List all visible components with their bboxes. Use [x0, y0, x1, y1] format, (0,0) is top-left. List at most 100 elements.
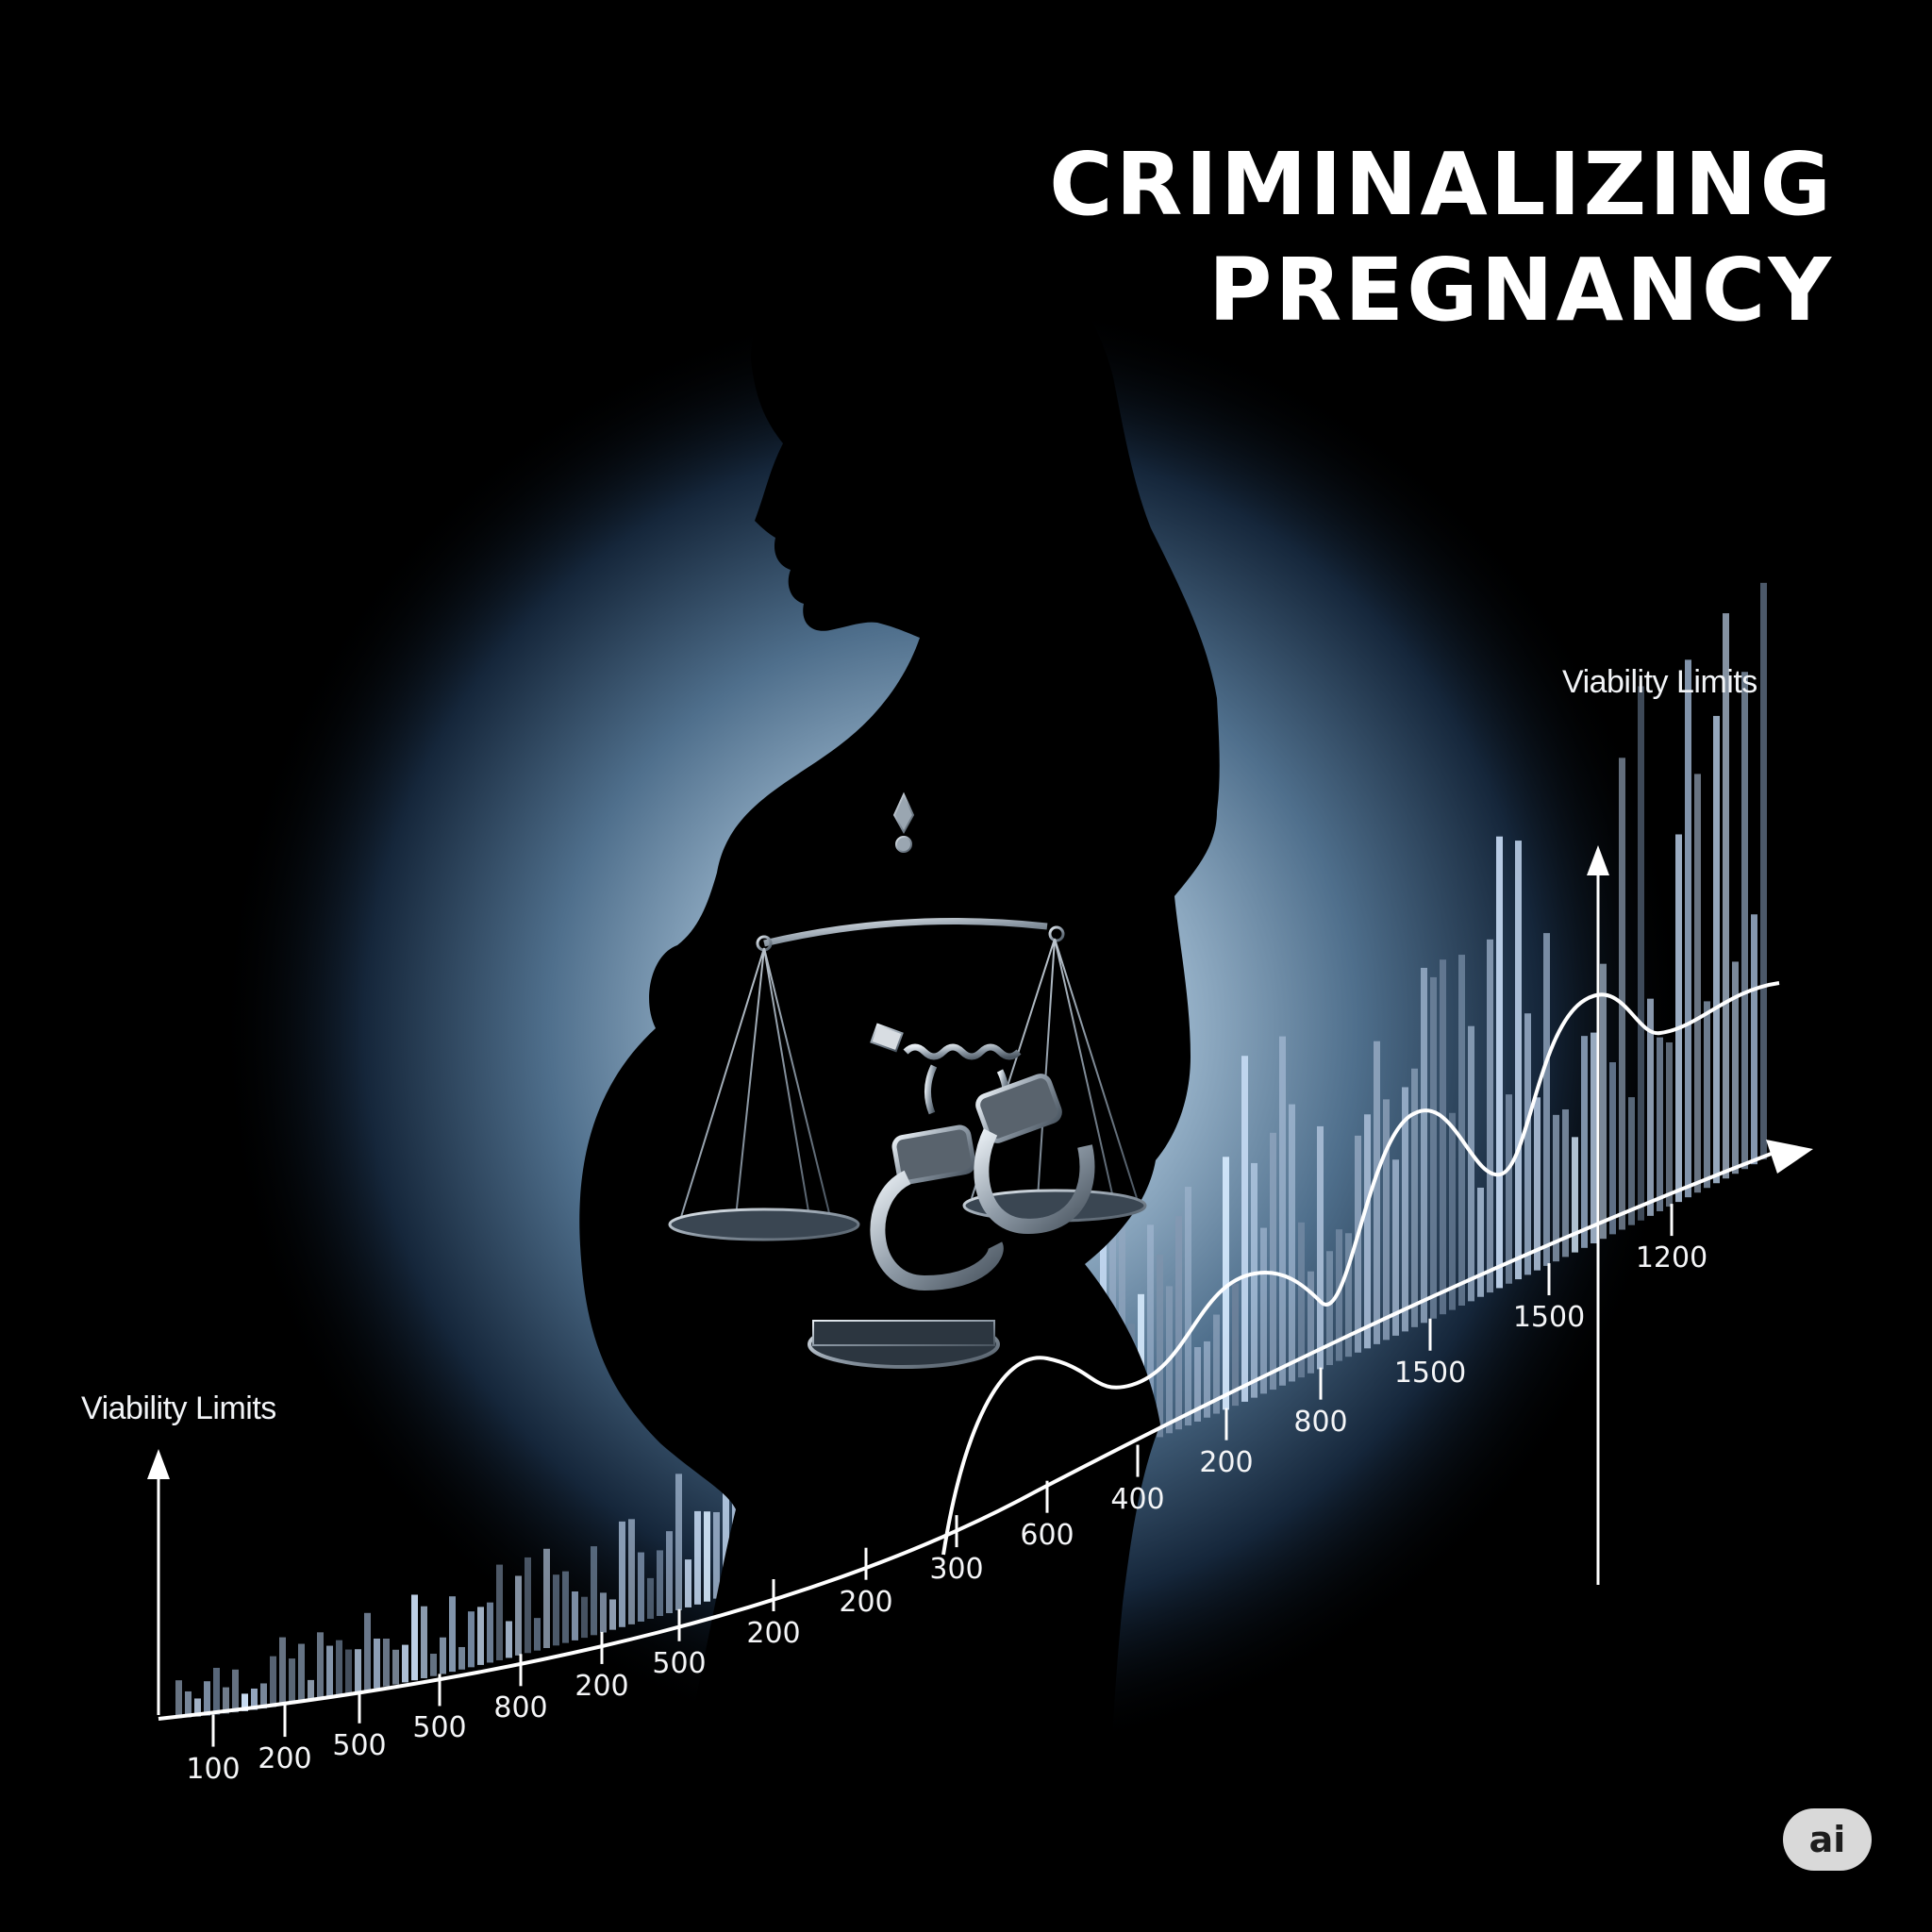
x-axis: [158, 1140, 1813, 1721]
left-axis-caption: Viability Limits: [81, 1391, 276, 1426]
bar: [317, 1632, 324, 1700]
bar: [1119, 1181, 1125, 1453]
bar: [1355, 1135, 1361, 1353]
bar: [440, 1637, 446, 1674]
bar: [1609, 1062, 1616, 1235]
bar: [477, 1607, 484, 1665]
bar: [1477, 1187, 1484, 1297]
x-tick-label: 1500: [1393, 1356, 1467, 1390]
bar: [1487, 939, 1493, 1293]
bar: [345, 1649, 352, 1694]
bar: [1241, 1056, 1248, 1402]
bar: [1760, 582, 1767, 1160]
x-tick-label: 200: [746, 1617, 801, 1650]
bar: [1279, 1036, 1286, 1386]
bar: [1440, 959, 1446, 1315]
bar: [1223, 1157, 1229, 1410]
bar: [1430, 976, 1437, 1319]
bar: [1723, 613, 1729, 1179]
bar: [694, 1510, 701, 1605]
trend-line: [941, 981, 1780, 1556]
bar: [609, 1599, 616, 1630]
bar: [1147, 1224, 1154, 1441]
bar: [421, 1606, 427, 1679]
bar: [1157, 1255, 1163, 1438]
bar: [1600, 963, 1607, 1240]
bar: [1591, 1032, 1597, 1244]
bar: [1506, 1094, 1512, 1284]
x-axis-ticks: [211, 1204, 1674, 1747]
bar: [430, 1653, 437, 1676]
bar: [326, 1645, 333, 1698]
bar: [1194, 1346, 1201, 1422]
bar: [260, 1683, 267, 1709]
x-tick-label: 200: [575, 1669, 629, 1703]
bar: [506, 1621, 512, 1658]
bar: [1458, 955, 1465, 1306]
bar: [1383, 1099, 1390, 1341]
bar: [194, 1698, 201, 1717]
bar: [1270, 1132, 1276, 1391]
x-tick-label: 200: [1199, 1445, 1254, 1479]
bar: [1421, 967, 1427, 1324]
bar: [1713, 715, 1720, 1184]
bar: [1657, 1037, 1663, 1211]
bar: [628, 1519, 635, 1624]
bar: [374, 1638, 380, 1689]
bar: [175, 1680, 182, 1719]
bar: [289, 1658, 295, 1705]
bar: [185, 1690, 192, 1718]
x-tick-label: 800: [1293, 1405, 1348, 1439]
bar: [270, 1656, 276, 1707]
x-tick-label: 500: [412, 1711, 467, 1745]
bar: [232, 1669, 239, 1713]
bar: [1468, 1025, 1474, 1302]
bar: [525, 1557, 531, 1654]
bar: [1213, 1314, 1220, 1414]
x-tick-label: 200: [839, 1585, 893, 1619]
x-tick-label: 500: [652, 1646, 707, 1680]
bar: [364, 1612, 371, 1690]
bar: [1374, 1041, 1380, 1344]
bar: [1260, 1227, 1267, 1394]
bar: [279, 1637, 286, 1707]
x-tick-label: 800: [493, 1691, 548, 1725]
bar: [1336, 1229, 1342, 1361]
bar: [515, 1575, 522, 1656]
bar: [336, 1640, 342, 1696]
bar: [1449, 1112, 1456, 1310]
x-tick-label: 1200: [1635, 1241, 1708, 1275]
bar: [487, 1602, 493, 1663]
x-tick-label: 300: [929, 1553, 984, 1587]
bar: [553, 1574, 559, 1646]
title-line-2: PREGNANCY: [1208, 240, 1834, 341]
bar: [213, 1667, 220, 1715]
bar: [1572, 1137, 1578, 1253]
bar: [1553, 1114, 1559, 1262]
bar: [1251, 1162, 1257, 1398]
x-tick-label: 400: [1110, 1482, 1165, 1516]
bar: [647, 1577, 654, 1619]
bar: [1628, 1097, 1635, 1225]
bar: [572, 1591, 578, 1641]
bar: [1289, 1104, 1295, 1382]
x-tick-label: 1500: [1512, 1301, 1586, 1335]
bar: [1638, 686, 1644, 1221]
title-line-1: CRIMINALIZING: [1049, 134, 1834, 235]
bar: [685, 1559, 691, 1607]
bar: [1364, 1114, 1371, 1349]
bar: [1326, 1251, 1333, 1366]
bar: [449, 1596, 456, 1673]
bar: [581, 1596, 588, 1639]
x-tick-label: 500: [332, 1728, 387, 1762]
bar: [1741, 672, 1748, 1170]
woman-silhouette: [579, 227, 1220, 1932]
bar: [657, 1550, 663, 1617]
bar: [534, 1618, 541, 1651]
bar: [1411, 1068, 1418, 1327]
left-y-axis: [147, 1449, 170, 1715]
bar: [1685, 659, 1691, 1198]
bar: [1704, 1001, 1710, 1189]
bar: [600, 1592, 607, 1633]
bar: [723, 1461, 729, 1596]
